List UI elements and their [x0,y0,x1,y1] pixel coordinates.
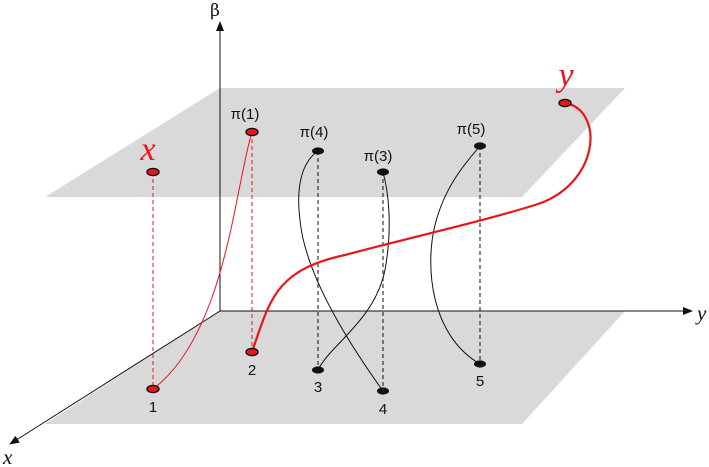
point-1 [146,384,160,394]
label-pi4: π(4) [300,124,329,141]
point-y [558,98,572,108]
label-1: 1 [149,399,157,416]
label-pi3: π(3) [364,148,393,165]
bottom-plane [45,311,625,424]
red-label-y: y [555,57,574,94]
point-pi5 [474,142,486,150]
top-plane [45,88,625,197]
point-x [146,167,160,177]
point-pi1 [245,127,259,137]
point-4 [377,387,389,395]
point-pi3 [377,168,389,176]
y-axis-label: y [695,301,707,325]
label-4: 4 [379,401,387,418]
beta-axis-label: β [210,1,220,21]
point-2 [245,347,259,357]
x-axis-label: x [2,445,13,467]
label-5: 5 [476,373,484,390]
curve-2-to-y [250,101,592,353]
curve-5-to-pi5 [430,145,481,365]
curve-4-to-pi4 [298,150,384,392]
point-3 [312,366,324,374]
label-3: 3 [314,379,322,396]
curve-1-to-pi1 [152,131,253,390]
label-pi1: π(1) [231,106,260,123]
point-5 [474,360,486,368]
label-pi5: π(5) [457,121,486,138]
curve-3-to-pi3 [317,171,390,371]
x-axis [9,310,221,445]
red-label-x: x [139,131,155,168]
label-2: 2 [248,362,256,379]
point-pi4 [312,147,324,155]
